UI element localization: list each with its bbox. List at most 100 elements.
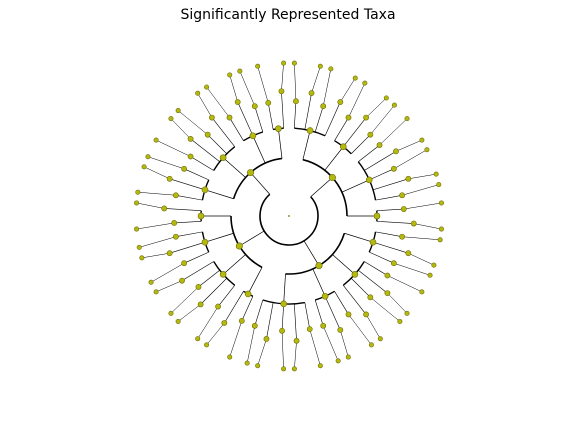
level3-node bbox=[320, 322, 327, 329]
level3-edge bbox=[266, 302, 274, 340]
level3-edge bbox=[369, 168, 394, 181]
level3-edge bbox=[281, 303, 284, 331]
leaf-edge bbox=[340, 77, 356, 103]
leaf-node bbox=[404, 310, 410, 316]
leaf-node bbox=[255, 363, 261, 369]
level3-node bbox=[172, 192, 179, 199]
leaf-node bbox=[204, 84, 210, 90]
level3-edge bbox=[314, 106, 324, 133]
level2-edge bbox=[324, 146, 344, 171]
level3-edge bbox=[207, 134, 227, 154]
level3-node bbox=[337, 327, 344, 333]
level1-arc bbox=[259, 193, 319, 246]
level3-node bbox=[166, 175, 173, 182]
level3-node bbox=[238, 317, 245, 324]
level3-node bbox=[405, 175, 412, 182]
leaf-edge bbox=[294, 63, 297, 102]
cladogram-edges bbox=[136, 63, 442, 369]
leaf-node bbox=[141, 164, 147, 170]
level3-node bbox=[384, 290, 391, 296]
leaf-edge bbox=[408, 173, 437, 180]
leaf-edge bbox=[147, 156, 185, 170]
leaf-node bbox=[291, 366, 297, 372]
level2-edge bbox=[204, 232, 234, 243]
leaf-node bbox=[438, 226, 444, 232]
level3-edge bbox=[304, 302, 311, 330]
leaf-edge bbox=[370, 104, 395, 135]
level2-edge bbox=[252, 135, 266, 164]
level3-edge bbox=[376, 208, 404, 211]
level3-node bbox=[306, 326, 313, 333]
level2-node bbox=[369, 238, 377, 246]
chart-title: Significantly Represented Taxa bbox=[180, 7, 396, 23]
leaf-edge bbox=[229, 74, 238, 103]
level3-node bbox=[279, 327, 285, 334]
level2-node bbox=[219, 271, 227, 278]
level3-node bbox=[226, 114, 233, 121]
level2-node bbox=[365, 176, 373, 184]
leaf-edge bbox=[177, 304, 201, 322]
leaf-node bbox=[134, 200, 140, 206]
level2-node bbox=[201, 238, 209, 246]
leaf-edge bbox=[379, 118, 408, 146]
level3-node bbox=[399, 233, 406, 240]
leaf-node bbox=[175, 108, 181, 114]
leaf-edge bbox=[257, 338, 267, 366]
leaf-node bbox=[427, 272, 433, 278]
leaf-node bbox=[136, 244, 142, 250]
level3-node bbox=[390, 260, 397, 267]
leaf-edge bbox=[387, 292, 408, 314]
leaf-node bbox=[383, 95, 389, 101]
leaf-node bbox=[227, 72, 233, 78]
level3-node bbox=[410, 220, 417, 227]
level3-edge bbox=[184, 251, 209, 264]
leaf-node bbox=[424, 147, 430, 153]
level3-edge bbox=[324, 101, 341, 136]
leaf-node bbox=[148, 279, 154, 285]
level3-node bbox=[265, 99, 272, 106]
leaf-node bbox=[175, 318, 181, 324]
leaf-node bbox=[281, 60, 287, 66]
level3-edge bbox=[169, 178, 206, 191]
level3-edge bbox=[190, 138, 220, 162]
leaf-edge bbox=[322, 325, 339, 361]
leaf-edge bbox=[408, 252, 434, 266]
leaf-edge bbox=[402, 236, 441, 241]
level2-edge bbox=[222, 254, 246, 275]
level1-node bbox=[247, 169, 255, 177]
leaf-node bbox=[317, 63, 323, 69]
level3-node bbox=[197, 301, 204, 308]
leaf-node bbox=[362, 80, 368, 86]
level3-node bbox=[195, 284, 202, 290]
level2-node bbox=[249, 132, 257, 140]
leaf-node bbox=[397, 318, 403, 324]
leaf-edge bbox=[281, 330, 284, 369]
level3-node bbox=[215, 303, 221, 310]
leaf-edge bbox=[137, 191, 176, 196]
level1-edge bbox=[310, 177, 333, 198]
level3-edge bbox=[254, 299, 264, 326]
level3-node bbox=[367, 131, 374, 138]
level3-edge bbox=[314, 299, 324, 326]
leaf-node bbox=[317, 363, 323, 369]
leaf-node bbox=[368, 342, 374, 348]
level3-edge bbox=[174, 221, 202, 224]
level2-edge bbox=[222, 157, 246, 178]
leaf-node bbox=[139, 255, 145, 261]
level2-edge bbox=[278, 128, 283, 159]
level2-node bbox=[351, 271, 359, 278]
level2-edge bbox=[344, 232, 374, 243]
leaf-node bbox=[168, 116, 174, 122]
level2-edge bbox=[302, 130, 311, 160]
level3-edge bbox=[181, 261, 214, 281]
level3-node bbox=[345, 114, 352, 121]
level3-edge bbox=[267, 102, 274, 130]
level3-edge bbox=[358, 270, 388, 294]
level3-node bbox=[166, 250, 173, 257]
leaf-node bbox=[195, 90, 201, 96]
level3-edge bbox=[211, 117, 235, 147]
level3-node bbox=[204, 131, 211, 138]
level1-edge bbox=[239, 230, 265, 247]
leaf-edge bbox=[365, 314, 381, 339]
leaf-edge bbox=[413, 223, 442, 230]
